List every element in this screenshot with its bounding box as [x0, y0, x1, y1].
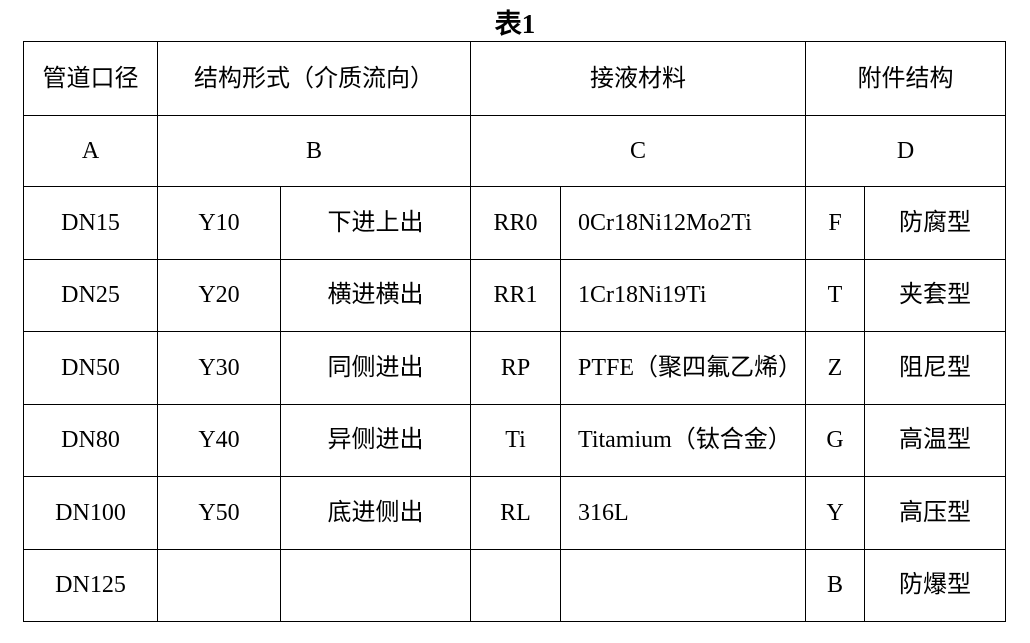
table-cell: 高温型	[864, 403, 1006, 477]
table-cell: 0Cr18Ni12Mo2Ti	[560, 186, 806, 260]
header-cell: 附件结构	[805, 41, 1006, 116]
table-cell: F	[805, 186, 865, 260]
table-cell	[280, 548, 471, 622]
table-row: DN25 Y20 横进横出 RR1 1Cr18Ni19Ti T 夹套型	[23, 258, 1006, 332]
table-cell: B	[805, 548, 865, 622]
code-cell: A	[23, 115, 158, 187]
table-cell: RP	[470, 331, 561, 405]
table-row: DN100 Y50 底进侧出 RL 316L Y 高压型	[23, 476, 1006, 550]
table-cell: 高压型	[864, 476, 1006, 550]
table-cell: DN80	[23, 403, 158, 477]
table-cell: 316L	[560, 476, 806, 550]
table-cell: Y50	[157, 476, 281, 550]
table-row: DN125 B 防爆型	[23, 548, 1006, 622]
table-cell: RL	[470, 476, 561, 550]
table-cell: T	[805, 258, 865, 332]
table-cell: Y20	[157, 258, 281, 332]
header-cell: 接液材料	[470, 41, 806, 116]
table-cell	[157, 548, 281, 622]
table-cell: DN50	[23, 331, 158, 405]
table-cell: G	[805, 403, 865, 477]
table-cell: 异侧进出	[280, 403, 471, 477]
table-row: DN15 Y10 下进上出 RR0 0Cr18Ni12Mo2Ti F 防腐型	[23, 186, 1006, 260]
table-cell: 夹套型	[864, 258, 1006, 332]
table-cell: RR0	[470, 186, 561, 260]
table-row: DN80 Y40 异侧进出 Ti Titamium（钛合金） G 高温型	[23, 403, 1006, 477]
table-cell: Ti	[470, 403, 561, 477]
table-cell: DN15	[23, 186, 158, 260]
table-cell: 阻尼型	[864, 331, 1006, 405]
code-row: A B C D	[23, 115, 1006, 187]
table-cell: Titamium（钛合金）	[560, 403, 806, 477]
table-cell: Y	[805, 476, 865, 550]
table-cell: PTFE（聚四氟乙烯）	[560, 331, 806, 405]
code-cell: B	[157, 115, 471, 187]
table-cell: 1Cr18Ni19Ti	[560, 258, 806, 332]
table-cell: RR1	[470, 258, 561, 332]
table-cell: 防腐型	[864, 186, 1006, 260]
table-cell	[560, 548, 806, 622]
table-cell: DN25	[23, 258, 158, 332]
table-cell: 防爆型	[864, 548, 1006, 622]
table-row: DN50 Y30 同侧进出 RP PTFE（聚四氟乙烯） Z 阻尼型	[23, 331, 1006, 405]
table-cell: Z	[805, 331, 865, 405]
table-cell: Y10	[157, 186, 281, 260]
code-cell: C	[470, 115, 806, 187]
spec-table: 管道口径 结构形式（介质流向） 接液材料 附件结构 A B C D DN15 Y1…	[23, 41, 1006, 622]
table-cell: 同侧进出	[280, 331, 471, 405]
table-cell: 横进横出	[280, 258, 471, 332]
table-cell	[470, 548, 561, 622]
table-cell: Y30	[157, 331, 281, 405]
header-cell: 结构形式（介质流向）	[157, 41, 471, 116]
header-cell: 管道口径	[23, 41, 158, 116]
table-title: 表1	[494, 9, 536, 39]
table-cell: 底进侧出	[280, 476, 471, 550]
table-cell: DN125	[23, 548, 158, 622]
code-cell: D	[805, 115, 1006, 187]
table-cell: DN100	[23, 476, 158, 550]
header-row: 管道口径 结构形式（介质流向） 接液材料 附件结构	[23, 41, 1006, 116]
table-cell: 下进上出	[280, 186, 471, 260]
table-cell: Y40	[157, 403, 281, 477]
